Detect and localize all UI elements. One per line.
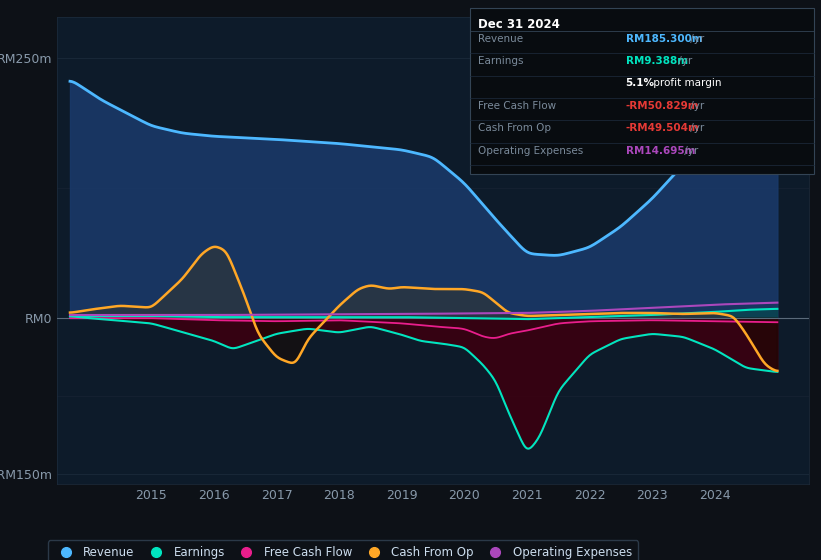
Text: /yr: /yr (687, 101, 704, 111)
Text: Revenue: Revenue (478, 34, 523, 44)
Text: -RM50.829m: -RM50.829m (626, 101, 699, 111)
Text: /yr: /yr (687, 123, 704, 133)
Legend: Revenue, Earnings, Free Cash Flow, Cash From Op, Operating Expenses: Revenue, Earnings, Free Cash Flow, Cash … (48, 540, 638, 560)
Text: Dec 31 2024: Dec 31 2024 (478, 18, 560, 31)
Text: Cash From Op: Cash From Op (478, 123, 551, 133)
Text: -RM49.504m: -RM49.504m (626, 123, 699, 133)
Text: 5.1%: 5.1% (626, 78, 654, 88)
Text: /yr: /yr (687, 34, 704, 44)
Text: Earnings: Earnings (478, 56, 523, 66)
Text: RM185.300m: RM185.300m (626, 34, 702, 44)
Text: RM14.695m: RM14.695m (626, 146, 695, 156)
Text: Operating Expenses: Operating Expenses (478, 146, 583, 156)
Text: /yr: /yr (675, 56, 692, 66)
Text: profit margin: profit margin (650, 78, 722, 88)
Text: RM9.388m: RM9.388m (626, 56, 688, 66)
Text: /yr: /yr (681, 146, 699, 156)
Text: Free Cash Flow: Free Cash Flow (478, 101, 556, 111)
